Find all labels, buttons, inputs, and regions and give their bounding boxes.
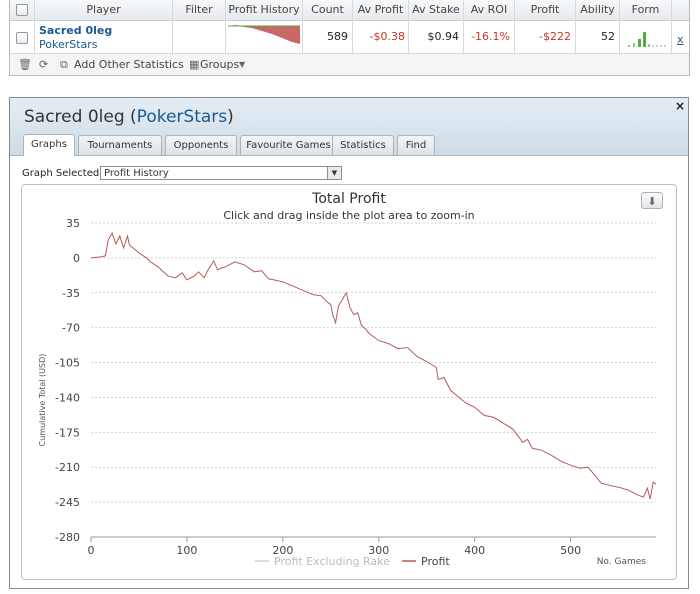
graph-select[interactable]: Profit History ▼ — [100, 166, 342, 180]
tab-statistics[interactable]: Statistics — [332, 135, 394, 155]
y-axis-label: Cumulative Total (USD) — [38, 354, 47, 447]
col-header-player[interactable]: Player — [86, 3, 121, 16]
profit-chart[interactable]: 35 0 -35 -70 -105 -140 -175 -210 -245 -280 0 100 200… — [22, 185, 676, 579]
av-profit-value: -$0.38 — [369, 30, 405, 43]
chevron-down-icon[interactable]: ▼ — [239, 60, 246, 69]
chart-grid — [91, 222, 656, 538]
panel-title: Sacred 0leg (PokerStars) — [24, 107, 234, 127]
y-tick-label: -70 — [62, 322, 80, 335]
chart-series — [90, 231, 657, 500]
chevron-down-icon[interactable]: ▼ — [327, 167, 341, 179]
col-header-count[interactable]: Count — [311, 3, 344, 16]
add-other-statistics-link[interactable]: Add Other Statistics — [74, 58, 184, 71]
col-header-av-stake[interactable]: Av Stake — [412, 3, 460, 16]
select-all-checkbox[interactable] — [16, 4, 28, 16]
col-header-av-roi[interactable]: Av ROI — [470, 3, 508, 16]
y-tick-label: -280 — [55, 531, 80, 544]
y-tick-label: -210 — [55, 461, 80, 474]
x-axis-label: No. Games — [597, 557, 647, 567]
graph-select-value: Profit History — [104, 168, 169, 179]
count-value: 589 — [327, 30, 348, 43]
profit-value: -$222 — [539, 30, 571, 43]
y-tick-label: -35 — [62, 287, 80, 300]
x-tick-label: 0 — [88, 544, 95, 557]
tab-favourite-games[interactable]: Favourite Games — [240, 135, 337, 155]
tab-graphs[interactable]: Graphs — [23, 134, 75, 156]
groups-dropdown[interactable]: Groups — [200, 58, 240, 71]
y-tick-label: -140 — [55, 391, 80, 404]
y-tick-label: -105 — [55, 357, 80, 370]
y-tick-label: 0 — [73, 252, 80, 265]
chart-subtitle: Click and drag inside the plot area to z… — [223, 209, 474, 222]
x-tick-label: 500 — [560, 544, 581, 557]
chart-title: Total Profit — [311, 191, 386, 207]
profit-series-line — [90, 231, 657, 500]
chart-legend: Profit Excluding Rake Profit — [255, 555, 450, 568]
add-stats-icon: ⧉ — [60, 58, 68, 71]
stats-table-footer: 🗑 ⟳ ⧉ Add Other Statistics ▦ Groups ▼ — [10, 54, 689, 75]
panel-title-player: Sacred 0leg — [24, 107, 125, 127]
col-header-filter[interactable]: Filter — [185, 3, 213, 16]
tab-tournaments[interactable]: Tournaments — [78, 135, 162, 155]
form-bar-chart — [628, 32, 666, 47]
player-stats-table: Player Filter Profit History Count Av Pr… — [9, 0, 690, 76]
player-detail-panel: Sacred 0leg (PokerStars) × Graphs Tourna… — [9, 97, 689, 589]
graph-selected-label: Graph Selected: — [22, 168, 103, 179]
av-stake-value: $0.94 — [427, 30, 460, 43]
col-header-av-profit[interactable]: Av Profit — [357, 3, 404, 16]
tab-find[interactable]: Find — [397, 135, 435, 155]
player-site-link[interactable]: PokerStars — [39, 38, 98, 51]
refresh-icon[interactable]: ⟳ — [39, 58, 49, 71]
col-header-ability[interactable]: Ability — [580, 3, 615, 16]
y-tick-label: -175 — [55, 426, 80, 439]
profit-history-sparkline — [228, 25, 300, 44]
chart-container[interactable]: 35 0 -35 -70 -105 -140 -175 -210 -245 -280 0 100 200… — [21, 184, 677, 580]
legend-item-profit-excluding-rake: Profit Excluding Rake — [274, 555, 390, 568]
stats-table-header — [10, 0, 689, 21]
groups-icon: ▦ — [189, 58, 200, 71]
tab-opponents[interactable]: Opponents — [165, 135, 237, 155]
col-header-form[interactable]: Form — [631, 3, 660, 16]
y-tick-label: 35 — [66, 217, 80, 230]
download-icon[interactable]: ⬇ — [641, 192, 663, 209]
legend-item-profit: Profit — [421, 555, 450, 568]
col-header-profit-history[interactable]: Profit History — [228, 3, 300, 16]
player-name-link[interactable]: Sacred 0leg — [39, 24, 113, 37]
remove-player-link[interactable]: x — [677, 33, 684, 46]
x-tick-label: 100 — [176, 544, 197, 557]
col-header-profit[interactable]: Profit — [530, 3, 560, 16]
panel-title-site[interactable]: PokerStars — [136, 107, 228, 127]
chart-axes: 35 0 -35 -70 -105 -140 -175 -210 -245 -280 0 100 200… — [55, 217, 656, 557]
av-roi-value: -16.1% — [471, 30, 510, 43]
row-checkbox[interactable] — [16, 32, 28, 44]
x-tick-label: 400 — [464, 544, 485, 557]
trash-icon[interactable]: 🗑 — [18, 58, 32, 71]
close-icon[interactable]: × — [675, 99, 686, 113]
x-tick-label: 300 — [368, 544, 389, 557]
x-tick-label: 200 — [272, 544, 293, 557]
ability-value: 52 — [601, 30, 615, 43]
y-tick-label: -245 — [55, 496, 80, 509]
tab-strip-line — [10, 155, 688, 156]
